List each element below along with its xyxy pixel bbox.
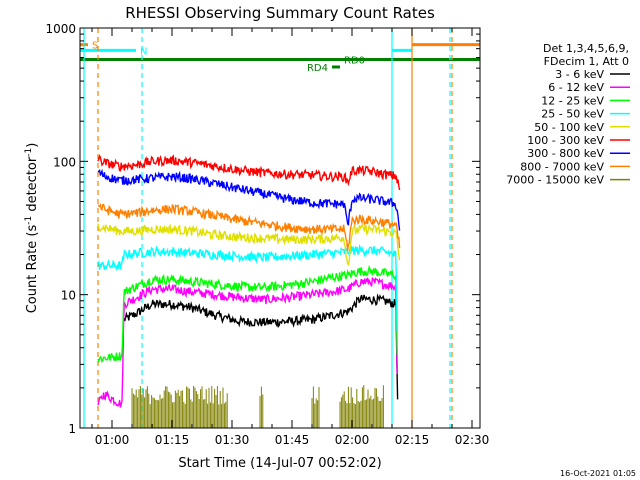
- x-tick-label: 02:00: [335, 433, 370, 447]
- flag-label: N: [140, 46, 147, 57]
- series-line: [97, 203, 401, 251]
- legend-label: 6 - 12 keV: [548, 81, 604, 94]
- y-axis-label-sup2: -1: [24, 148, 34, 157]
- plot-frame: [79, 27, 481, 429]
- x-tick-label: 01:45: [275, 433, 310, 447]
- series-line: [97, 277, 398, 408]
- flag-label: S: [92, 41, 98, 52]
- y-axis-label-sup1: -1: [24, 216, 34, 225]
- x-tick-label: 02:15: [395, 433, 430, 447]
- y-tick-label: 100: [53, 155, 76, 169]
- y-tick-label: 1: [68, 422, 76, 436]
- series-spikes: [131, 385, 384, 428]
- y-axis: 1 10 100 1000: [45, 22, 480, 436]
- series-line: [97, 222, 401, 267]
- y-axis-label-part1: Count Rate (s: [25, 225, 40, 314]
- legend-label: 800 - 7000 keV: [520, 160, 604, 173]
- series-line: [123, 293, 399, 400]
- x-tick-label: 01:15: [155, 433, 190, 447]
- legend-label: 7000 - 15000 keV: [506, 174, 604, 187]
- legend: Det 1,3,4,5,6,9,FDecim 1, Att 03 - 6 keV…: [506, 42, 630, 187]
- legend-label: 100 - 300 keV: [527, 134, 604, 147]
- series-line: [97, 243, 398, 332]
- legend-label: 50 - 100 keV: [534, 121, 604, 134]
- generation-timestamp: 16-Oct-2021 01:05: [560, 469, 636, 478]
- y-axis-label: Count Rate (s-1 detector-1): [24, 143, 40, 314]
- legend-header-line: FDecim 1, Att 0: [544, 55, 629, 68]
- series-line: [97, 168, 401, 231]
- legend-label: 3 - 6 keV: [555, 68, 604, 81]
- x-axis-label: Start Time (14-Jul-07 00:52:02): [178, 456, 381, 471]
- legend-header-line: Det 1,3,4,5,6,9,: [543, 42, 629, 55]
- y-tick-label: 10: [61, 289, 76, 303]
- series-line: [97, 154, 401, 191]
- legend-label: 300 - 800 keV: [527, 147, 604, 160]
- y-axis-label-part2: detector: [25, 156, 40, 216]
- x-axis: 01:00 01:15 01:30 01:45 02:00 02:15 02:30: [91, 28, 490, 447]
- flag-bars: S N RD0 RD4: [80, 41, 480, 74]
- series-line: [97, 264, 398, 364]
- y-axis-label-part3: ): [25, 143, 40, 148]
- series-lines: [97, 154, 401, 428]
- flag-label: RD4: [307, 63, 328, 74]
- y-tick-label: 1000: [45, 22, 76, 36]
- legend-label: 25 - 50 keV: [541, 108, 604, 121]
- x-tick-label: 01:30: [215, 433, 250, 447]
- x-tick-label: 02:30: [455, 433, 490, 447]
- chart-title: RHESSI Observing Summary Count Rates: [125, 4, 435, 22]
- x-tick-label: 01:00: [95, 433, 130, 447]
- flag-label: RD0: [344, 56, 365, 67]
- legend-label: 12 - 25 keV: [541, 94, 604, 107]
